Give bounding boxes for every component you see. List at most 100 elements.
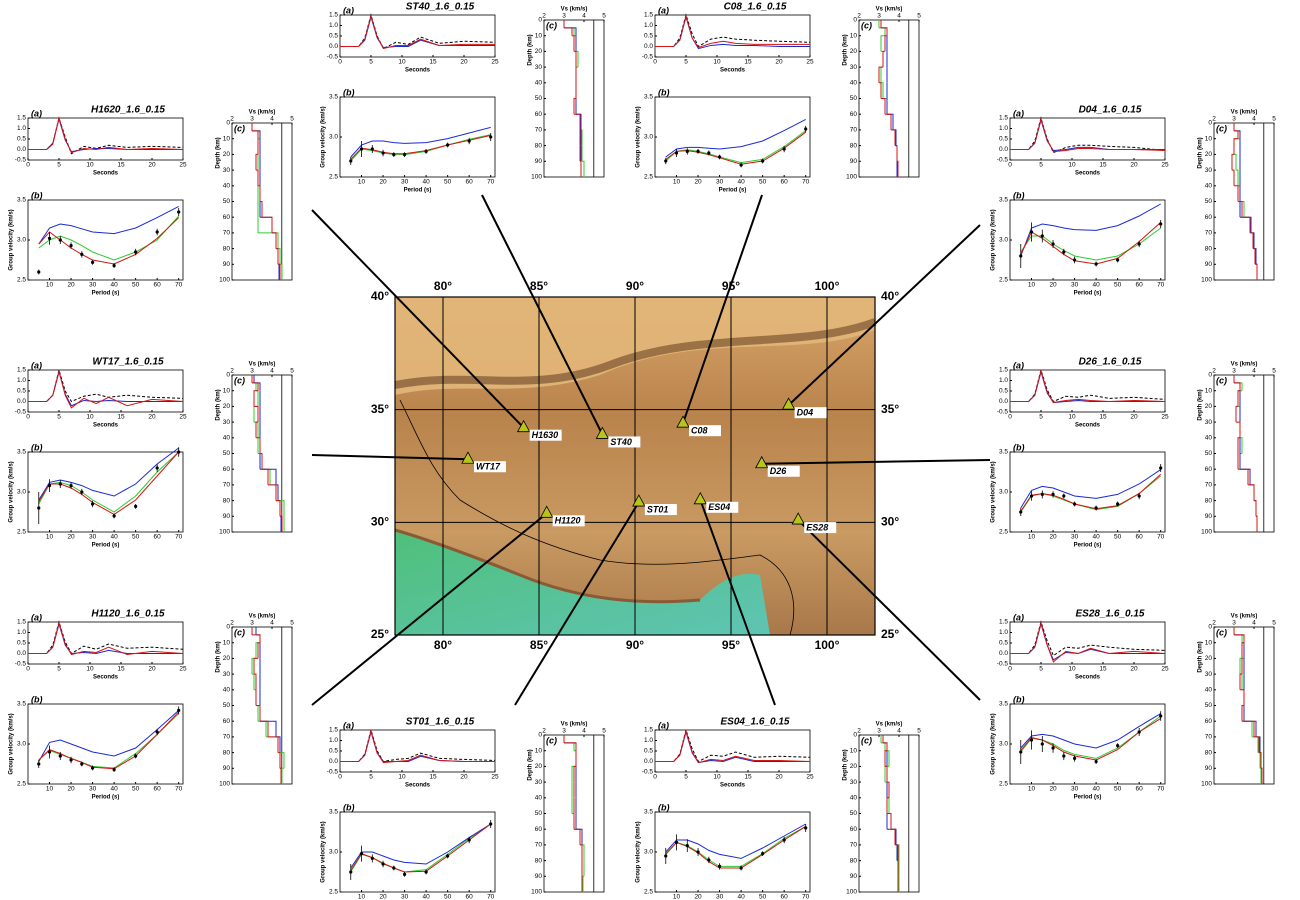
x-tick-label: 40 [110, 282, 118, 289]
x-tick-label: 30 [89, 786, 97, 793]
x-tick-label: 70 [802, 894, 810, 900]
observed-point [718, 155, 721, 158]
y-tick-label: 60 [1205, 466, 1213, 473]
x-tick-label: 15 [1099, 162, 1107, 169]
x-tick-label: 10 [398, 59, 406, 66]
x-tick-label: 50 [1114, 534, 1122, 541]
x-tick-label: 20 [148, 414, 156, 421]
y-tick-label: 0 [1208, 372, 1212, 379]
y-tick-label: 2.5 [644, 889, 653, 896]
x-tick-label: 20 [1049, 534, 1057, 541]
x-tick-label: 70 [1157, 534, 1165, 541]
station-label: C08 [691, 426, 708, 436]
x-tick-label: 80° [434, 279, 452, 293]
observed-point [468, 838, 471, 841]
observed-point [156, 466, 159, 469]
x-tick-label: 25 [1161, 414, 1169, 421]
y-tick-label: 40 [1205, 183, 1213, 190]
y-tick-label: 1.0 [17, 125, 26, 132]
y-tick-label: 50 [850, 810, 858, 817]
y-tick-label: 2.5 [329, 889, 338, 896]
x-tick-label: 60 [1136, 786, 1144, 793]
y-axis-label: Group velocity (km/s) [991, 713, 997, 774]
y-tick-label: 3.0 [329, 849, 338, 856]
y-tick-label: 0 [1208, 624, 1212, 631]
y-tick-label: 80 [223, 749, 231, 756]
observed-point [1030, 738, 1033, 741]
x-axis-label: Seconds [93, 675, 119, 681]
y-tick-label: 100 [1201, 781, 1212, 788]
figure: 80°80°85°85°90°90°95°95°100°100°25°25°30… [0, 0, 1300, 900]
x-tick-label: 20 [1130, 666, 1138, 673]
x-tick-label: 10 [46, 282, 54, 289]
y-axis-label: Group velocity (km/s) [321, 821, 327, 882]
observed-point [80, 762, 83, 765]
y-tick-label: 20 [223, 655, 231, 662]
observed-point [761, 159, 764, 162]
station-title: H1620_1.6_0.15 [91, 105, 165, 116]
station-label: D04 [797, 408, 814, 418]
observed-point [1159, 222, 1162, 225]
y-tick-label: 1.5 [329, 727, 338, 734]
x-axis-label: Seconds [1075, 171, 1101, 177]
x-tick-label: 5 [684, 774, 688, 781]
x-axis-label: Seconds [720, 68, 746, 74]
y-tick-label: 30 [535, 779, 543, 786]
y-tick-label: 40 [1205, 435, 1213, 442]
observed-point [1030, 494, 1033, 497]
y-tick-label: 60 [223, 718, 231, 725]
observed-point [1095, 506, 1098, 509]
x-axis-label: Seconds [720, 783, 746, 789]
y-tick-label: 90 [1205, 513, 1213, 520]
panel-frame [340, 15, 495, 57]
y-tick-label: 50 [1205, 450, 1213, 457]
y-axis-label: Depth (km) [528, 749, 534, 780]
y-tick-label: 50 [1205, 198, 1213, 205]
observed-point [1062, 754, 1065, 757]
x-tick-label: 10 [398, 774, 406, 781]
observed-point [48, 750, 51, 753]
x-tick-label: 70 [487, 179, 495, 186]
y-tick-label: 2.5 [17, 529, 26, 536]
y-tick-label: 1.5 [329, 12, 338, 19]
x-tick-label: 10 [1028, 534, 1036, 541]
observed-point [783, 147, 786, 150]
y-tick-label: 70 [1205, 734, 1213, 741]
observed-point [1095, 262, 1098, 265]
y-tick-label: 2.5 [999, 277, 1008, 284]
x-tick-label: 0 [26, 162, 30, 169]
y-axis-label: Group velocity (km/s) [991, 209, 997, 270]
x-tick-label: 10 [713, 774, 721, 781]
x-tick-label: 90° [626, 638, 644, 652]
y-tick-label: 10 [1205, 639, 1213, 646]
x-tick-label: 3 [562, 13, 566, 20]
y-tick-label: 70 [535, 127, 543, 134]
observed-point [381, 151, 384, 154]
observed-point [403, 873, 406, 876]
observed-point [1051, 242, 1054, 245]
y-tick-label: 3.0 [999, 237, 1008, 244]
x-tick-label: 10 [1068, 414, 1076, 421]
x-tick-label: 2 [230, 116, 234, 123]
x-tick-label: 10 [713, 59, 721, 66]
y-tick-label: 70 [1205, 230, 1213, 237]
y-tick-label: 0.5 [329, 748, 338, 755]
panel-label: (a) [658, 720, 669, 730]
x-axis-label: Vs (km/s) [1231, 110, 1258, 116]
observed-point [360, 852, 363, 855]
x-tick-label: 2 [542, 13, 546, 20]
x-axis-label: Vs (km/s) [1231, 362, 1258, 368]
y-tick-label: 25° [881, 627, 899, 641]
x-tick-label: 10 [1068, 666, 1076, 673]
y-tick-label: 20 [535, 763, 543, 770]
station-label: D26 [770, 466, 788, 476]
y-tick-label: 0 [226, 624, 230, 631]
y-tick-label: 30° [371, 515, 389, 529]
observed-point [177, 210, 180, 213]
y-tick-label: 30 [850, 64, 858, 71]
x-tick-label: 15 [429, 59, 437, 66]
y-tick-label: 70 [850, 842, 858, 849]
y-tick-label: 80 [535, 857, 543, 864]
y-tick-label: 3.0 [644, 134, 653, 141]
panel-label: (b) [658, 802, 670, 812]
